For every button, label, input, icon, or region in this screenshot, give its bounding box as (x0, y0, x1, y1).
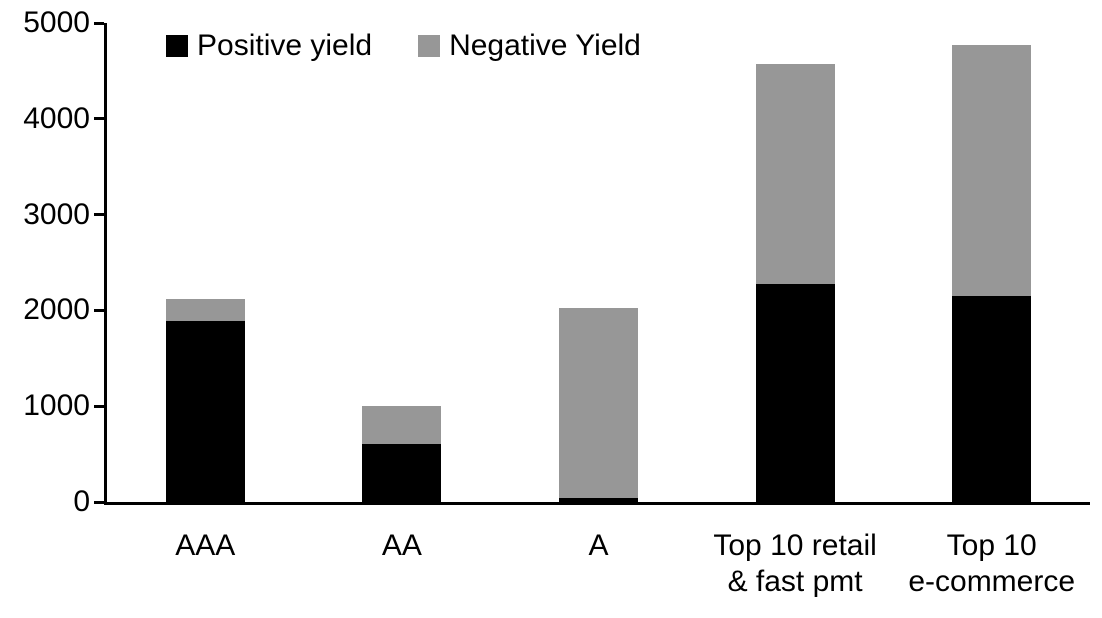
chart-legend: Positive yield Negative Yield (166, 30, 641, 62)
x-category-label: AA (287, 528, 517, 564)
y-tick-label: 1000 (23, 389, 90, 423)
bar-segment (559, 497, 638, 502)
legend-item: Negative Yield (418, 30, 641, 62)
y-tick-label: 4000 (23, 101, 90, 135)
x-category-label-line: & fast pmt (727, 565, 863, 598)
legend-swatch-icon (166, 35, 188, 57)
bar-segment (362, 406, 442, 444)
y-tick-mark (94, 500, 104, 504)
bar-segment (559, 307, 638, 498)
y-tick-label: 0 (73, 485, 90, 518)
bar-segment (755, 283, 835, 502)
x-category-label-line: Top 10 retail (713, 529, 877, 562)
x-category-label-line: e-commerce (908, 565, 1076, 598)
legend-label: Negative Yield (449, 29, 641, 62)
x-category-label-line: Top 10 (946, 529, 1037, 562)
y-tick-mark (94, 117, 104, 121)
legend-item: Positive yield (166, 30, 372, 62)
legend-label: Positive yield (197, 29, 373, 62)
bar-segment (165, 298, 245, 321)
x-axis-line (104, 502, 1090, 505)
x-category-label-line: AAA (175, 529, 236, 562)
y-tick-mark (94, 308, 104, 312)
x-category-label: Top 10 retail & fast pmt (680, 528, 910, 600)
y-tick-mark (94, 21, 104, 25)
y-tick-mark (94, 404, 104, 408)
y-tick-label: 3000 (23, 197, 90, 231)
y-tick-label: 2000 (23, 293, 90, 327)
y-tick-label: 5000 (23, 6, 90, 39)
x-category-label-line: AA (381, 529, 422, 562)
y-axis-line (104, 23, 107, 505)
bar-segment (755, 64, 835, 284)
y-tick-mark (94, 213, 104, 217)
x-category-label-line: A (588, 529, 609, 562)
bar-segment (952, 44, 1032, 297)
bar-segment (362, 443, 442, 502)
x-category-label: AAA (90, 528, 320, 564)
legend-swatch-icon (418, 35, 441, 57)
bar-segment (952, 296, 1032, 502)
x-category-label: Top 10 e-commerce (877, 528, 1102, 600)
x-category-label: A (484, 528, 714, 564)
bar-segment (165, 320, 245, 502)
